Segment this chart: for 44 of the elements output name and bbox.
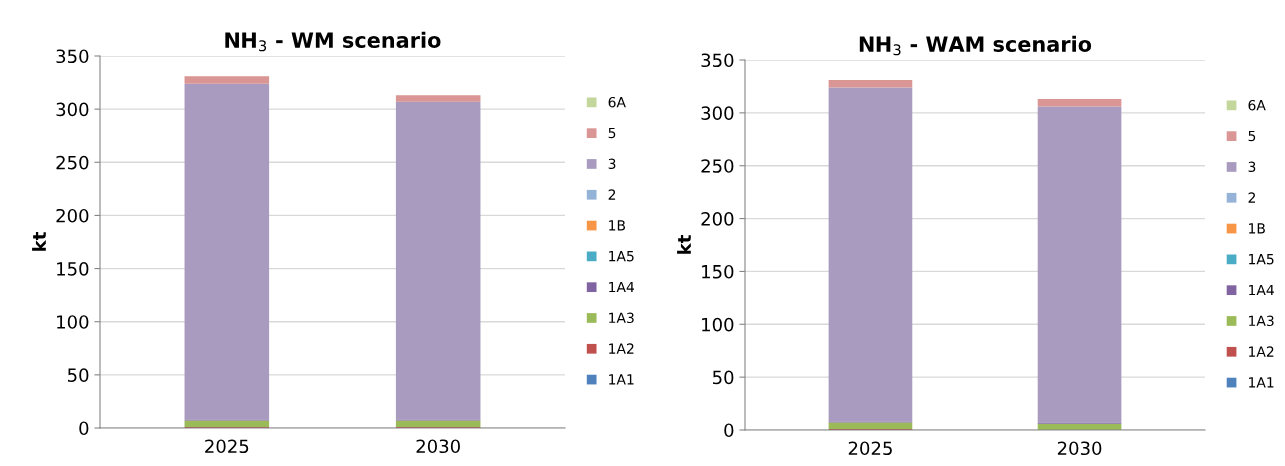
y-tick-label: 200	[701, 212, 734, 226]
y-tick-label: 300	[701, 106, 734, 120]
legend-label: 1A5	[609, 251, 634, 262]
y-tick-label: 350	[56, 49, 89, 64]
legend-label: 2	[1248, 192, 1255, 203]
legend-label: 1A3	[609, 312, 634, 324]
legend-label: 1A2	[609, 343, 634, 354]
x-tick-label: 2025	[205, 439, 249, 454]
legend-label: 1A2	[1249, 346, 1274, 357]
chart-title: NH$_{3}$ - WAM scenario	[859, 35, 1092, 56]
y-tick-label: 50	[713, 370, 734, 385]
legend-label: 1A4	[1249, 284, 1274, 296]
y-tick-label: 350	[701, 53, 734, 68]
legend-label: 3	[1248, 161, 1256, 173]
y-tick-label: 150	[702, 264, 734, 279]
y-tick-label: 150	[57, 262, 89, 276]
y-tick-label: 100	[57, 315, 89, 329]
x-tick-label: 2025	[848, 441, 892, 456]
legend-label: 1A1	[609, 374, 634, 385]
legend-label: 5	[608, 127, 616, 139]
y-tick-label: 50	[68, 368, 89, 382]
legend-label: 1A5	[1249, 254, 1274, 265]
y-tick-label: 300	[56, 102, 89, 117]
legend-label: 5	[1248, 130, 1256, 142]
legend-label: 1A1	[1249, 377, 1274, 388]
y-axis-title: kt	[32, 232, 46, 251]
y-tick-label: 0	[79, 421, 89, 436]
x-tick-label: 2030	[1057, 441, 1102, 456]
legend-label: 6A	[608, 96, 626, 108]
y-tick-label: 0	[724, 423, 734, 438]
legend-label: 6A	[1248, 99, 1266, 111]
legend-label: 1B	[1249, 223, 1265, 234]
legend-label: 1A3	[1249, 315, 1274, 327]
legend-label: 1A4	[609, 281, 635, 293]
chart-title: NH$_{3}$ - WM scenario	[225, 31, 441, 52]
y-axis-title: kt	[677, 235, 691, 254]
y-tick-label: 100	[702, 317, 734, 332]
legend-label: 2	[608, 189, 616, 200]
legend-label: 1B	[609, 220, 626, 231]
y-tick-label: 250	[56, 155, 89, 170]
legend-label: 3	[608, 158, 616, 170]
y-tick-label: 250	[701, 159, 734, 173]
y-tick-label: 200	[56, 208, 89, 223]
x-tick-label: 2030	[416, 439, 460, 454]
